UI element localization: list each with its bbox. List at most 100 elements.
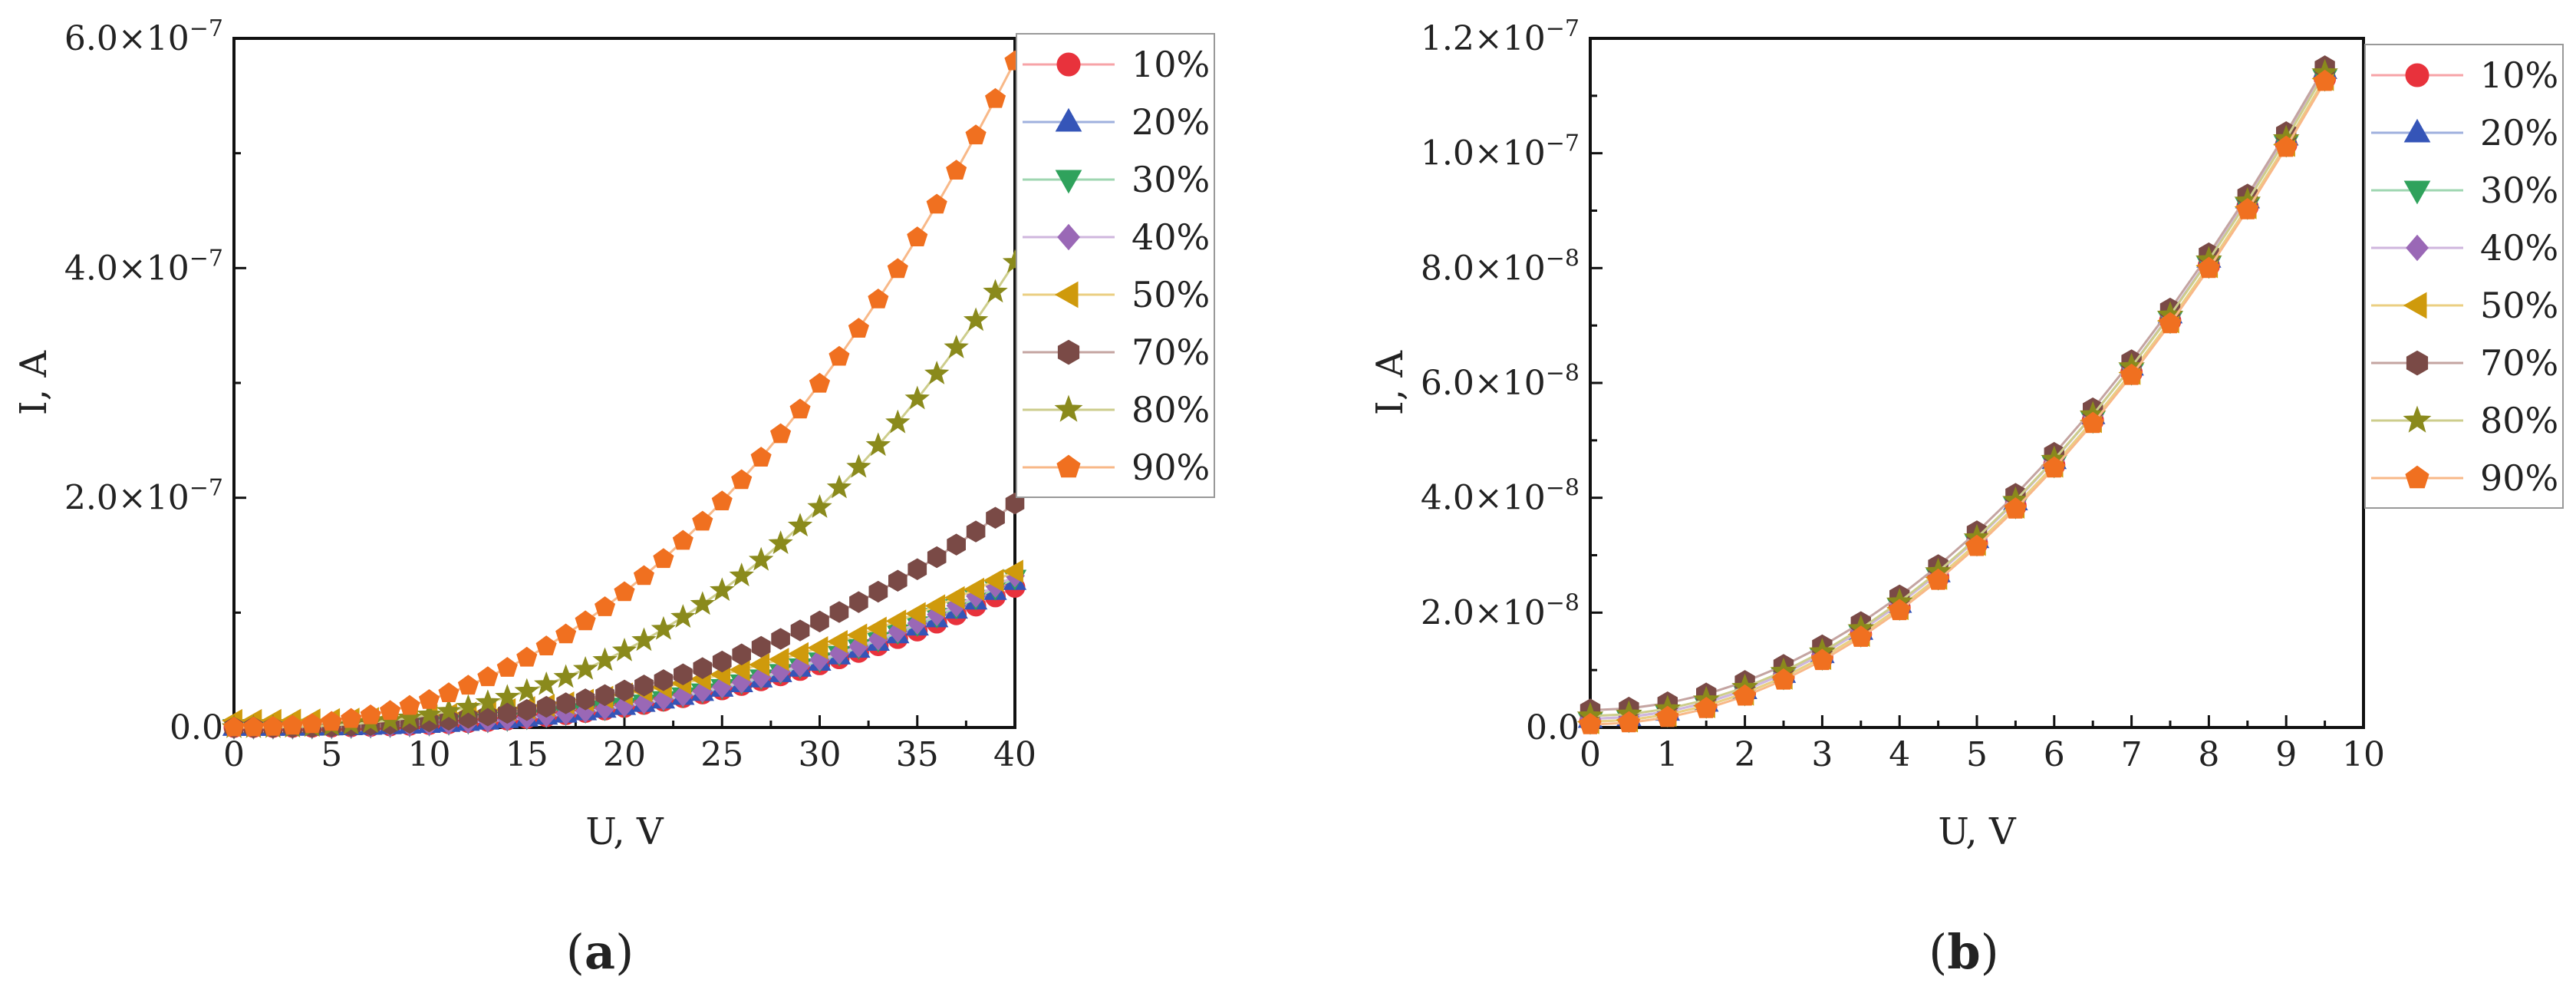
legend-label: 80% bbox=[1132, 389, 1210, 431]
series-line bbox=[1589, 78, 2326, 723]
data-point bbox=[904, 385, 930, 410]
series-20% bbox=[1577, 57, 2337, 728]
data-point bbox=[611, 637, 637, 661]
legend-item: 90% bbox=[2371, 457, 2558, 499]
data-point bbox=[2236, 197, 2259, 219]
y-tick-label: 6.0×10−8 bbox=[1421, 360, 1580, 403]
x-tick-label: 20 bbox=[603, 735, 646, 774]
legend-item: 20% bbox=[1023, 101, 1210, 143]
x-tick-label: 5 bbox=[1966, 735, 1988, 774]
legend-item: 80% bbox=[1023, 389, 1210, 431]
y-axis-title: I, A bbox=[1369, 350, 1412, 415]
data-point bbox=[947, 533, 966, 556]
x-tick-label: 40 bbox=[993, 735, 1036, 774]
data-point bbox=[1927, 568, 1950, 590]
y-tick-label: 4.0×10−8 bbox=[1421, 475, 1580, 518]
y-tick-label: 2.0×10−7 bbox=[64, 475, 223, 518]
data-point bbox=[475, 689, 501, 714]
data-point bbox=[787, 513, 813, 537]
x-tick-label: 8 bbox=[2198, 735, 2219, 774]
data-point bbox=[846, 454, 871, 478]
y-tick-label: 4.0×10−7 bbox=[64, 245, 223, 288]
legend-label: 50% bbox=[2480, 285, 2558, 326]
x-axis-title: U, V bbox=[1938, 810, 2017, 853]
x-tick-label: 0 bbox=[223, 735, 245, 774]
data-point bbox=[457, 675, 479, 695]
data-point bbox=[788, 642, 809, 666]
data-point bbox=[790, 619, 810, 642]
data-point bbox=[944, 586, 965, 610]
data-point bbox=[904, 602, 926, 625]
data-point bbox=[517, 699, 537, 721]
data-point bbox=[751, 635, 771, 658]
series-40% bbox=[1580, 58, 2336, 731]
data-point bbox=[614, 679, 634, 702]
series-90% bbox=[223, 50, 1026, 737]
legend-item: 80% bbox=[2371, 400, 2558, 441]
series-line bbox=[1589, 78, 2326, 723]
data-point bbox=[555, 623, 577, 644]
data-point bbox=[553, 664, 578, 688]
data-point bbox=[768, 530, 793, 554]
data-point bbox=[301, 713, 323, 734]
data-point bbox=[2004, 496, 2027, 519]
data-point bbox=[964, 577, 984, 602]
data-point bbox=[828, 345, 850, 366]
series-line bbox=[1589, 66, 2326, 711]
legend-label: 40% bbox=[1132, 216, 1210, 258]
y-tick-label: 1.0×10−7 bbox=[1421, 130, 1580, 173]
legend-item: 10% bbox=[2371, 54, 2558, 96]
data-point bbox=[516, 646, 538, 667]
legend-label: 20% bbox=[1132, 101, 1210, 143]
data-point bbox=[986, 506, 1005, 529]
data-point bbox=[750, 447, 772, 467]
legend-label: 90% bbox=[2480, 457, 2558, 499]
x-tick-label: 25 bbox=[700, 735, 743, 774]
data-point bbox=[907, 226, 928, 246]
data-point bbox=[2314, 69, 2337, 91]
data-point bbox=[651, 615, 677, 640]
legend-label: 40% bbox=[2480, 227, 2558, 269]
data-point bbox=[575, 688, 595, 711]
legend-item: 30% bbox=[2371, 170, 2558, 211]
legend-label: 10% bbox=[2480, 54, 2558, 96]
x-tick-label: 10 bbox=[2342, 735, 2385, 774]
data-point bbox=[575, 610, 596, 631]
data-point bbox=[690, 591, 715, 615]
data-point bbox=[2081, 411, 2104, 434]
data-point bbox=[826, 629, 848, 654]
legend-label: 50% bbox=[1132, 274, 1210, 315]
data-point bbox=[1695, 697, 1718, 718]
data-point bbox=[672, 529, 693, 550]
x-tick-label: 15 bbox=[506, 735, 548, 774]
series-80% bbox=[221, 249, 1028, 738]
legend-label: 30% bbox=[1132, 159, 1210, 200]
legend-marker bbox=[2403, 292, 2427, 319]
data-point bbox=[496, 657, 518, 677]
data-point bbox=[498, 701, 517, 724]
legend-label: 80% bbox=[2480, 400, 2558, 441]
series-line bbox=[1589, 78, 2326, 723]
legend-item: 70% bbox=[1023, 332, 1210, 373]
legend-marker bbox=[1056, 52, 1081, 77]
data-point bbox=[807, 494, 832, 518]
data-point bbox=[848, 318, 869, 338]
data-point bbox=[535, 635, 557, 655]
x-tick-label: 5 bbox=[321, 735, 342, 774]
legend-marker bbox=[2403, 180, 2431, 205]
legend-item: 90% bbox=[1023, 447, 1210, 488]
legend-marker bbox=[1055, 107, 1082, 132]
x-tick-label: 6 bbox=[2044, 735, 2065, 774]
plot-frame bbox=[1589, 37, 2365, 729]
legend-item: 10% bbox=[1023, 44, 1210, 85]
series-line bbox=[1589, 81, 2326, 726]
legend-label: 30% bbox=[2480, 170, 2558, 211]
legend-label: 90% bbox=[1132, 447, 1210, 488]
data-point bbox=[749, 653, 770, 677]
legend-marker bbox=[1054, 394, 1083, 422]
data-point bbox=[242, 716, 264, 737]
legend-label: 70% bbox=[1132, 332, 1210, 373]
data-point bbox=[360, 704, 381, 724]
series-line bbox=[1589, 69, 2326, 721]
legend-marker bbox=[1057, 223, 1080, 251]
